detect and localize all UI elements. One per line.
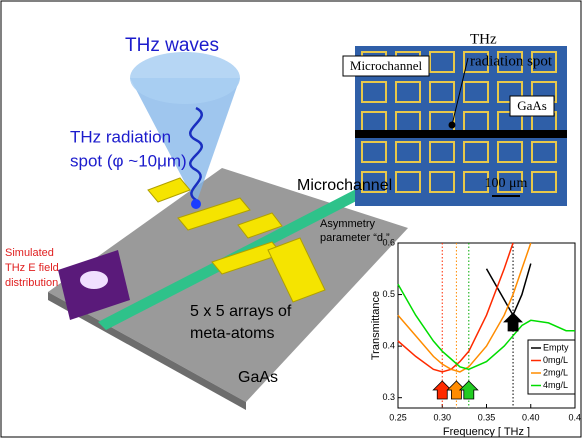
x-tick-label: 0.35 bbox=[478, 412, 496, 422]
legend-label: 2mg/L bbox=[543, 367, 568, 377]
legend-label: 0mg/L bbox=[543, 355, 568, 365]
photo-cell bbox=[395, 81, 421, 103]
meta-atom bbox=[267, 237, 326, 303]
photo-cell bbox=[531, 171, 557, 193]
y-tick-label: 0.4 bbox=[382, 341, 395, 351]
photo-channel bbox=[355, 130, 567, 138]
series-line bbox=[397, 242, 514, 373]
x-tick-label: 0.4 bbox=[568, 412, 581, 422]
legend-label: Empty bbox=[543, 342, 569, 352]
arrow bbox=[432, 380, 453, 400]
arrow bbox=[503, 312, 524, 332]
photo-cell bbox=[531, 51, 557, 73]
series-line bbox=[397, 283, 575, 371]
photo-cell bbox=[463, 51, 489, 73]
label: Microchannel bbox=[297, 177, 392, 194]
series-line bbox=[397, 242, 532, 373]
label: Simulated bbox=[5, 247, 54, 259]
label: parameter “d ” bbox=[320, 232, 390, 244]
spot bbox=[191, 199, 201, 209]
photo-cell bbox=[361, 81, 387, 103]
meta-atom bbox=[177, 197, 251, 231]
label: THz radiation bbox=[70, 127, 171, 146]
photo-cell bbox=[395, 171, 421, 193]
meta-atom bbox=[147, 177, 191, 203]
x-tick-label: 0.40 bbox=[522, 412, 540, 422]
legend-label: 4mg/L bbox=[543, 380, 568, 390]
photo-cell bbox=[497, 171, 523, 193]
label: THz waves bbox=[125, 35, 219, 56]
photo-cell bbox=[395, 141, 421, 163]
substrate-edge bbox=[48, 292, 246, 410]
label-box bbox=[509, 95, 555, 117]
photo-label: Microchannel bbox=[350, 58, 423, 73]
y-tick-label: 0.6 bbox=[382, 237, 395, 247]
photo-cell bbox=[429, 51, 455, 73]
heatmap-spot bbox=[80, 271, 108, 289]
photo-cell bbox=[497, 51, 523, 73]
photo-label: GaAs bbox=[517, 98, 547, 113]
photo-cell bbox=[361, 171, 387, 193]
photo-cell bbox=[361, 141, 387, 163]
photo-cell bbox=[497, 141, 523, 163]
label: THz E field bbox=[5, 262, 59, 274]
label: GaAs bbox=[238, 369, 278, 386]
label: Asymmetry bbox=[320, 218, 376, 230]
meta-atom bbox=[237, 212, 283, 239]
photo-cell bbox=[531, 141, 557, 163]
y-tick-label: 0.5 bbox=[382, 289, 395, 299]
photo-cell bbox=[463, 141, 489, 163]
photo-cell bbox=[463, 171, 489, 193]
x-axis-label: Frequency [ THz ] bbox=[443, 426, 530, 438]
x-tick-label: 0.30 bbox=[433, 412, 451, 422]
wave bbox=[188, 106, 204, 202]
photo-label: radiation spot bbox=[470, 53, 553, 69]
x-tick-label: 0.25 bbox=[389, 412, 407, 422]
arrow bbox=[446, 380, 467, 400]
photo-label: THz bbox=[470, 31, 497, 47]
substrate bbox=[48, 168, 408, 402]
cone-top bbox=[130, 52, 240, 104]
label: 5 x 5 arrays of bbox=[190, 303, 292, 320]
label: spot (φ ~10μm) bbox=[70, 151, 187, 170]
label: distribution bbox=[5, 277, 58, 289]
y-axis-label: Transmittance bbox=[370, 291, 382, 360]
y-tick-label: 0.3 bbox=[382, 392, 395, 402]
cone bbox=[130, 78, 240, 204]
pointer bbox=[451, 57, 469, 126]
photo-cell bbox=[429, 141, 455, 163]
label-box bbox=[342, 55, 430, 77]
photo-cell bbox=[429, 171, 455, 193]
photo-label: 100 μm bbox=[485, 176, 528, 191]
photo-cell bbox=[463, 81, 489, 103]
arrow bbox=[458, 380, 479, 400]
photo-cell bbox=[429, 81, 455, 103]
label: meta-atoms bbox=[190, 325, 274, 342]
